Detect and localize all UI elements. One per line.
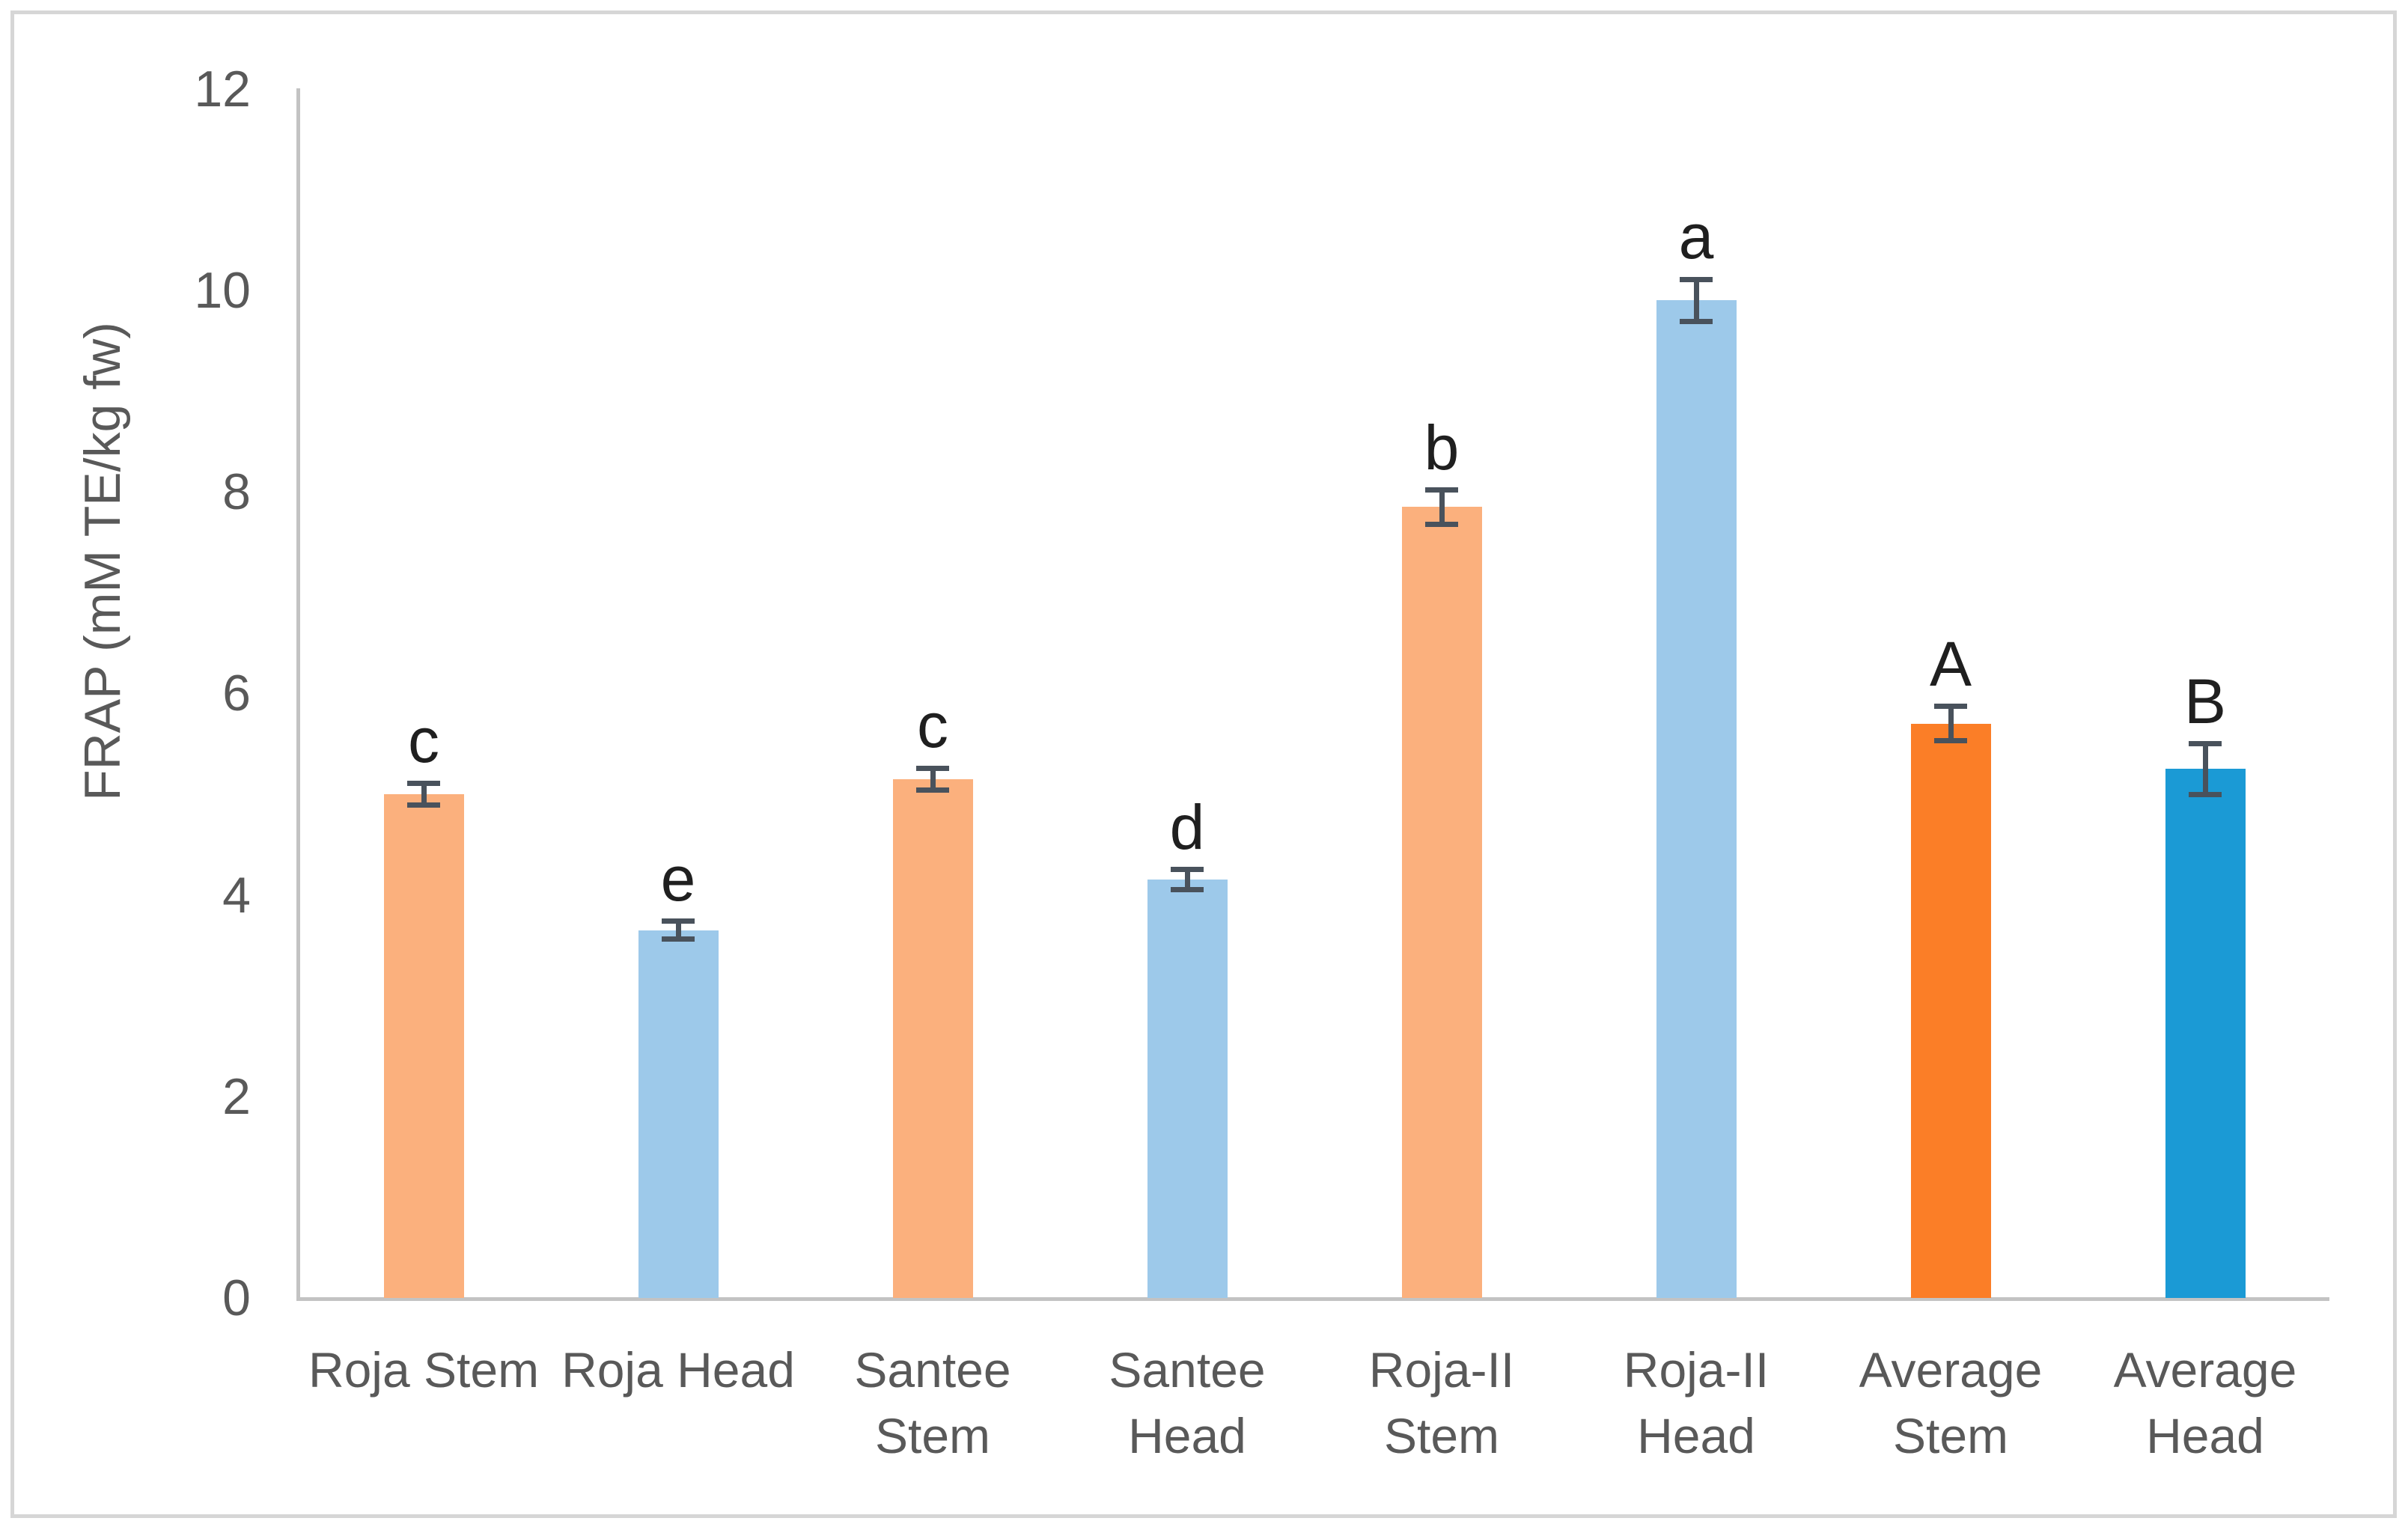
bar-average-head (2165, 769, 2246, 1298)
chart-area: FRAP (mM TE/kg fw) 0 2 4 6 8 10 12 c e c d b a A B Ro… (4, 4, 2408, 1533)
error-bar-line-santee-stem (930, 768, 936, 790)
error-bar-bottom-cap-santee-stem (916, 787, 949, 793)
error-bar-bottom-cap-average-stem (1934, 738, 1967, 744)
error-bar-line-average-head (2202, 743, 2208, 794)
sig-letter-roja-head: e (660, 843, 696, 914)
y-tick-6: 6 (222, 665, 251, 722)
error-bar-top-cap-roja-ii-head (1680, 276, 1713, 282)
y-axis-title: FRAP (mM TE/kg fw) (74, 322, 131, 801)
bar-roja-stem (383, 794, 464, 1298)
error-bar-line-roja-ii-head (1693, 279, 1699, 322)
error-bar-bottom-cap-average-head (2189, 791, 2222, 797)
bar-santee-head (1147, 880, 1228, 1298)
error-bar-line-average-stem (1948, 706, 1954, 741)
sig-letter-roja-stem: c (408, 705, 439, 776)
error-bar-bottom-cap-roja-ii-head (1680, 319, 1713, 325)
sig-letter-roja-ii-head: a (1678, 201, 1714, 272)
error-bar-top-cap-santee-stem (916, 765, 949, 771)
error-bar-top-cap-santee-head (1171, 867, 1204, 873)
error-bar-line-roja-ii-stem (1439, 490, 1445, 525)
y-tick-4: 4 (222, 866, 251, 924)
y-tick-2: 2 (222, 1067, 251, 1125)
error-bar-top-cap-average-stem (1934, 704, 1967, 710)
figure-border: FRAP (mM TE/kg fw) 0 2 4 6 8 10 12 c e c d b a A B Ro… (10, 10, 2397, 1518)
sig-letter-roja-ii-stem: b (1424, 412, 1460, 483)
y-tick-10: 10 (194, 262, 251, 319)
error-bar-bottom-cap-roja-ii-stem (1425, 521, 1458, 527)
x-label-roja-stem: Roja Stem (308, 1342, 540, 1398)
sig-letter-santee-stem: c (917, 690, 948, 761)
y-tick-12: 12 (194, 60, 251, 118)
bar-roja-ii-head (1656, 300, 1737, 1298)
bar-roja-ii-stem (1401, 507, 1482, 1298)
bar-average-stem (1910, 723, 1991, 1298)
bar-roja-head (638, 930, 719, 1298)
error-bar-top-cap-roja-stem (407, 780, 440, 786)
sig-letter-average-head: B (2183, 665, 2227, 737)
sig-letter-average-stem: A (1929, 628, 1972, 699)
x-label-roja-head: Roja Head (561, 1342, 795, 1398)
sig-letter-santee-head: d (1169, 791, 1205, 862)
error-bar-top-cap-roja-ii-stem (1425, 487, 1458, 493)
error-bar-line-roja-head (675, 921, 681, 939)
y-axis-line (296, 88, 300, 1301)
error-bar-bottom-cap-roja-stem (407, 802, 440, 808)
error-bar-top-cap-average-head (2189, 741, 2222, 747)
error-bar-bottom-cap-santee-head (1171, 887, 1204, 893)
error-bar-line-roja-stem (421, 783, 427, 805)
x-label-santee-stem: Santee Stem (854, 1342, 1011, 1463)
bar-santee-stem (892, 778, 973, 1298)
y-tick-8: 8 (222, 463, 251, 521)
x-label-roja-ii-stem: Roja-II Stem (1368, 1342, 1515, 1463)
x-label-santee-head: Santee Head (1109, 1342, 1266, 1463)
error-bar-bottom-cap-roja-head (662, 936, 695, 942)
x-label-average-head: Average Head (2113, 1342, 2297, 1463)
x-label-average-stem: Average Stem (1859, 1342, 2043, 1463)
x-label-roja-ii-head: Roja-II Head (1623, 1342, 1770, 1463)
x-axis-line (296, 1297, 2329, 1301)
error-bar-line-santee-head (1184, 869, 1190, 890)
y-tick-0: 0 (222, 1270, 251, 1326)
error-bar-top-cap-roja-head (662, 918, 695, 924)
